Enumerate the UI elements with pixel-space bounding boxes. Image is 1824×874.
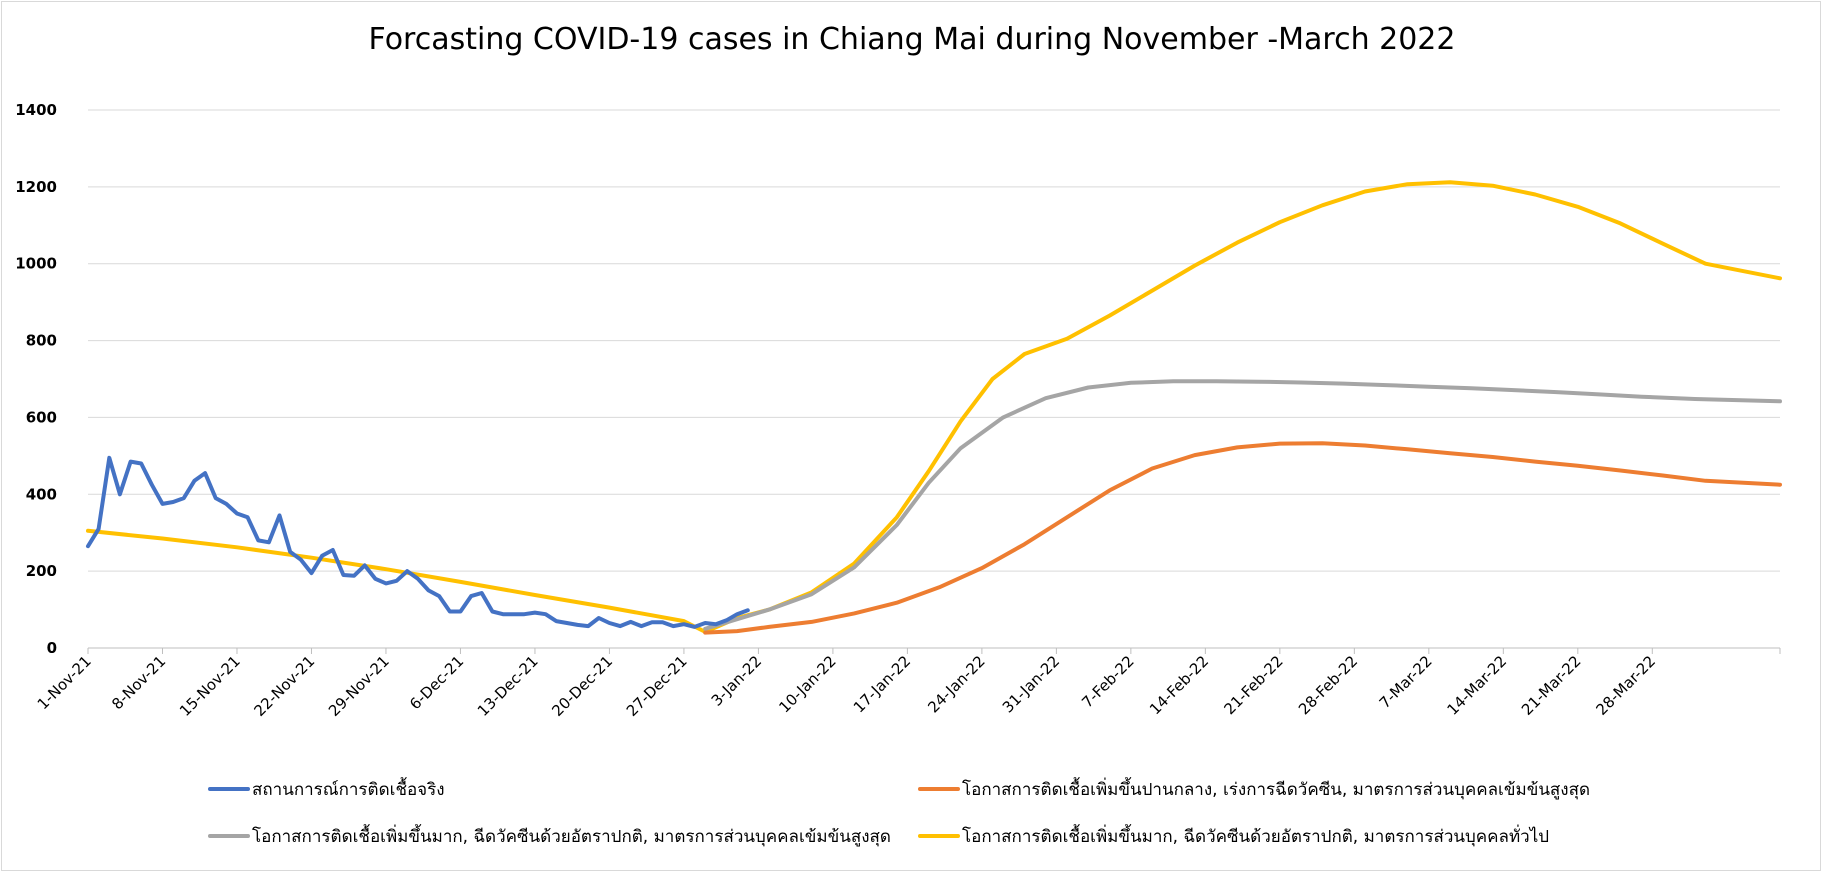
series-lines xyxy=(86,180,1782,635)
x-tick-label: 1-Nov-21 xyxy=(34,652,95,713)
series-line-3 xyxy=(86,180,1782,634)
x-tick-label: 3-Jan-22 xyxy=(708,652,766,710)
legend-label-2: โอกาสการติดเชื้อเพิ่มขึ้นมาก, ฉีดวัคซีนด… xyxy=(252,824,891,847)
chart-title: Forcasting COVID-19 cases in Chiang Mai … xyxy=(368,22,1456,57)
legend-label-1: โอกาสการติดเชื้อเพิ่มขึ้นปานกลาง, เร่งกา… xyxy=(962,777,1590,800)
y-axis: 0 200 400 600 800 1000 1200 1400 xyxy=(15,101,57,657)
x-tick-label: 17-Jan-22 xyxy=(850,652,914,716)
x-tick-label: 28-Mar-22 xyxy=(1592,652,1659,719)
x-tick-label: 8-Nov-21 xyxy=(108,652,169,713)
x-axis: 1-Nov-21 8-Nov-21 15-Nov-21 22-Nov-21 29-Nov… xyxy=(34,647,1781,720)
y-tick-label: 1000 xyxy=(15,255,57,273)
x-tick-label: 27-Dec-21 xyxy=(623,652,691,720)
x-tick-label: 15-Nov-21 xyxy=(176,652,244,720)
series-line-2 xyxy=(703,379,1782,631)
x-tick-label: 31-Jan-22 xyxy=(999,652,1063,716)
x-tick-label: 24-Jan-22 xyxy=(924,652,988,716)
x-tick-label: 21-Mar-22 xyxy=(1518,652,1585,719)
y-tick-label: 200 xyxy=(26,562,57,580)
legend-label-3: โอกาสการติดเชื้อเพิ่มขึ้นมาก, ฉีดวัคซีนด… xyxy=(962,824,1549,847)
x-tick-label: 20-Dec-21 xyxy=(548,652,616,720)
x-tick-label: 14-Mar-22 xyxy=(1443,652,1510,719)
series-line-1 xyxy=(703,441,1782,635)
x-tick-label: 28-Feb-22 xyxy=(1295,652,1361,718)
x-tick-label: 13-Dec-21 xyxy=(474,652,542,720)
y-tick-label: 400 xyxy=(26,485,57,503)
gridlines xyxy=(88,109,1780,572)
x-tick-label: 7-Feb-22 xyxy=(1078,652,1137,711)
y-tick-label: 1400 xyxy=(15,101,57,119)
legend: สถานการณ์การติดเชื้อจริงโอกาสการติดเชื้อ… xyxy=(208,777,1590,847)
x-tick-label: 10-Jan-22 xyxy=(775,652,839,716)
x-tick-label: 7-Mar-22 xyxy=(1376,652,1436,712)
legend-label-0: สถานการณ์การติดเชื้อจริง xyxy=(252,777,445,800)
x-tick-label: 21-Feb-22 xyxy=(1221,652,1287,718)
x-tick-label: 6-Dec-21 xyxy=(406,652,467,713)
x-tick-label: 22-Nov-21 xyxy=(251,652,319,720)
x-tick-label: 14-Feb-22 xyxy=(1146,652,1212,718)
x-tick-label: 29-Nov-21 xyxy=(325,652,393,720)
y-tick-label: 800 xyxy=(26,332,57,350)
y-tick-label: 1200 xyxy=(15,178,57,196)
y-tick-label: 0 xyxy=(47,639,57,657)
y-tick-label: 600 xyxy=(26,408,57,426)
series-line-0 xyxy=(86,455,750,629)
